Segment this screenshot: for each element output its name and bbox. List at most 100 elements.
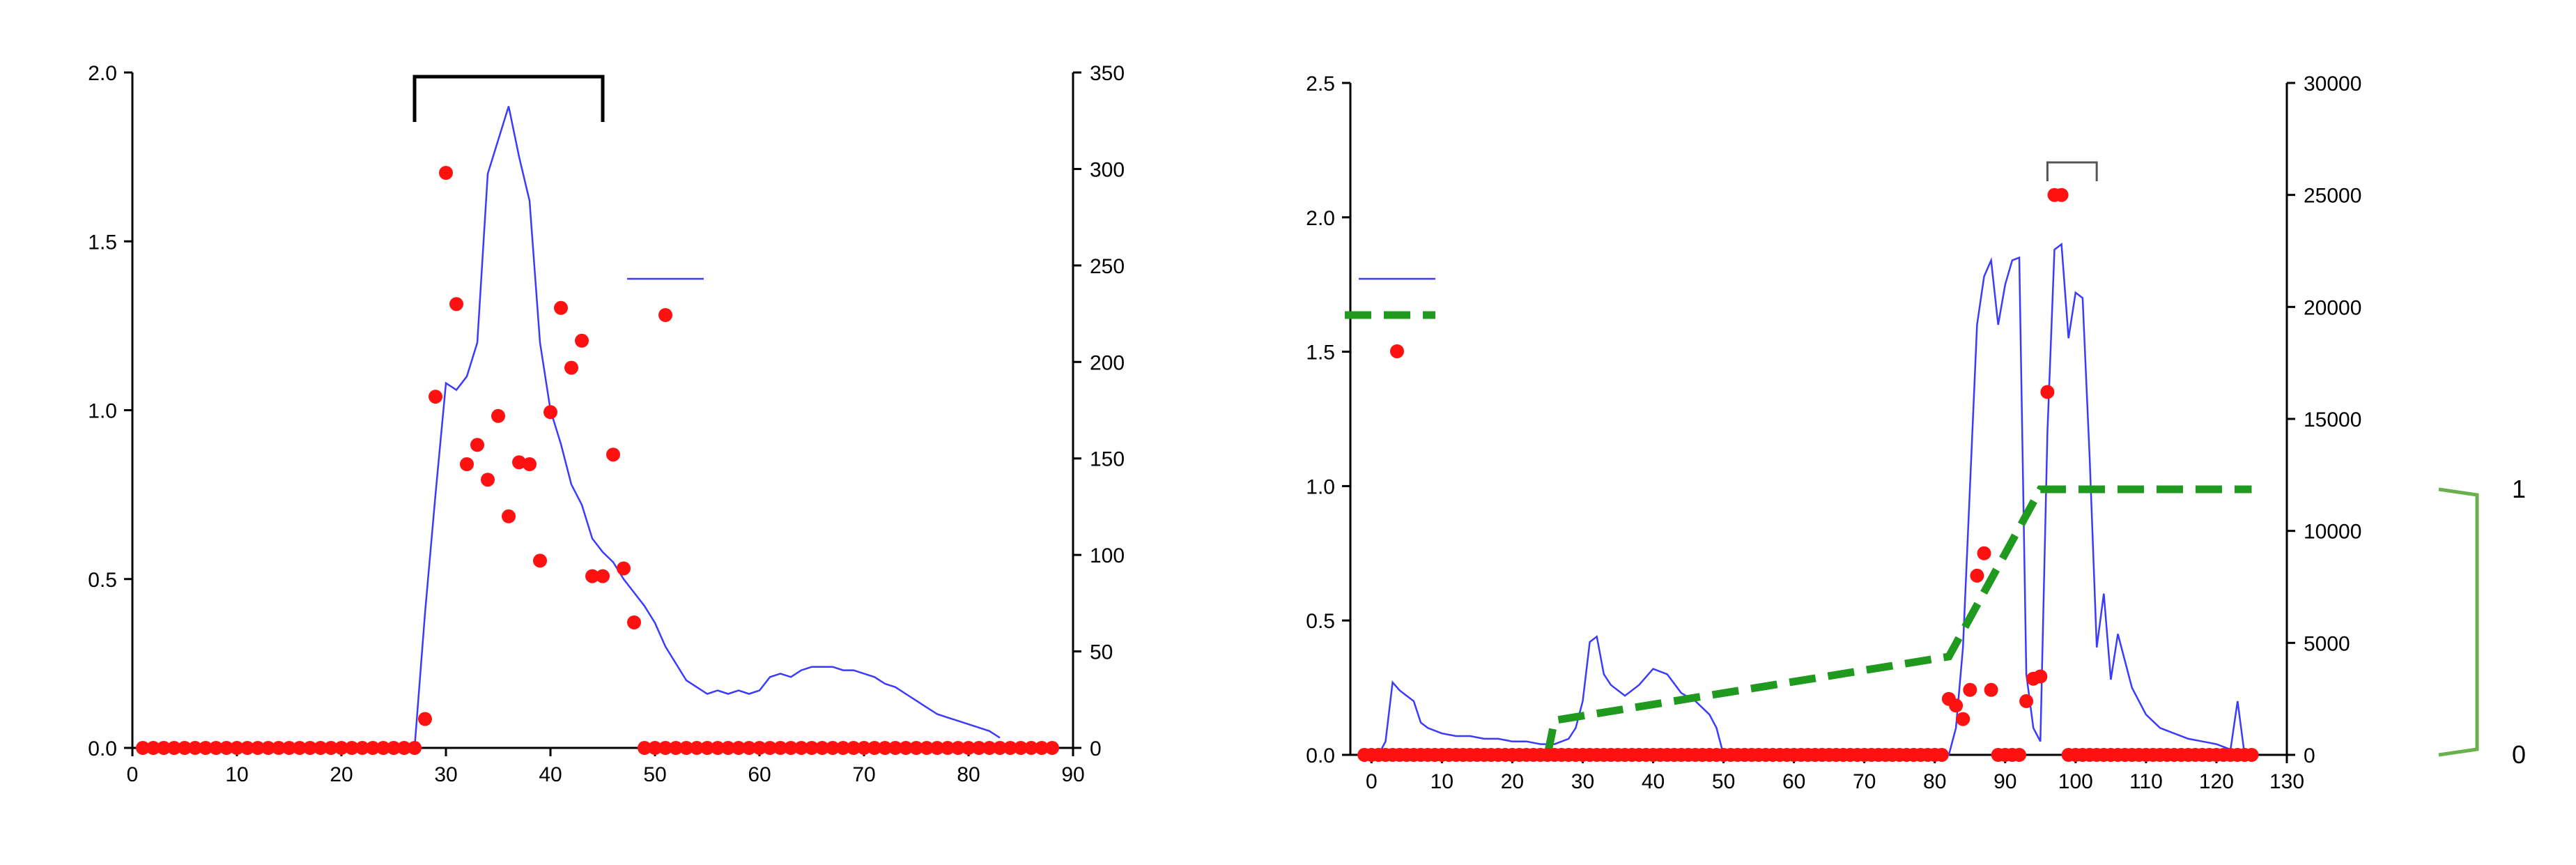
activity-point	[679, 741, 693, 755]
activity-point	[1035, 741, 1049, 755]
y-tick-label: 0.5	[1306, 610, 1335, 633]
activity-point	[345, 741, 359, 755]
activity-point	[491, 408, 505, 423]
activity-point	[554, 300, 568, 315]
x-tick-label: 10	[225, 763, 248, 786]
activity-point	[867, 741, 881, 755]
activity-point	[909, 741, 923, 755]
activity-point	[648, 741, 662, 755]
activity-point	[167, 741, 181, 755]
activity-point	[199, 741, 213, 755]
y-tick-label: 2.0	[1306, 207, 1335, 230]
y2-tick-label: 300	[1090, 158, 1125, 181]
activity-point	[617, 561, 631, 576]
y-tick-label: 0.5	[88, 569, 117, 592]
x-tick-label: 60	[748, 763, 771, 786]
activity-point	[251, 741, 265, 755]
activity-point	[449, 297, 463, 312]
activity-point	[470, 438, 484, 452]
activity-point	[481, 473, 495, 487]
activity-point	[878, 741, 892, 755]
y-tick-label: 2.5	[1306, 72, 1335, 95]
y2-tick-label: 5000	[2304, 632, 2350, 655]
activity-point	[784, 741, 798, 755]
y2-tick-label: 250	[1090, 255, 1125, 278]
x-tick-label: 120	[2199, 770, 2234, 793]
activity-point	[888, 741, 902, 755]
activity-point	[690, 741, 704, 755]
activity-point	[2012, 748, 2026, 762]
activity-point	[794, 741, 808, 755]
nacl-axis-bracket	[2438, 487, 2479, 757]
x-tick-label: 70	[852, 763, 875, 786]
activity-point	[1956, 712, 1970, 726]
y2-tick-label: 0	[1090, 737, 1102, 760]
activity-point	[773, 741, 787, 755]
activity-point	[1045, 741, 1059, 755]
activity-point	[575, 333, 589, 348]
y2-tick-label: 10000	[2304, 521, 2361, 544]
activity-point	[293, 741, 307, 755]
panel-b: 0 10 20 30 40 50 60 70 80 90 100 110 120 1300.00.51.0…	[1306, 72, 2526, 793]
y2-tick-label: 350	[1090, 62, 1125, 85]
x-tick-label: 30	[434, 763, 457, 786]
activity-point	[899, 741, 913, 755]
panel-a: 0 10 20 30 40 50 60 70 80 90 0.0 0.5 1.0 1.5 2.0 0 50 100…	[88, 62, 1125, 786]
x-tick-label: 0	[127, 763, 139, 786]
activity-point	[387, 741, 401, 755]
activity-point	[303, 741, 317, 755]
y-tick-label: 1.5	[1306, 342, 1335, 365]
activity-point	[596, 569, 610, 583]
activity-point	[314, 741, 327, 755]
x-tick-label: 40	[1642, 770, 1665, 793]
activity-point	[1003, 741, 1017, 755]
activity-point	[658, 741, 672, 755]
activity-point	[324, 741, 338, 755]
activity-point	[2019, 694, 2034, 708]
activity-point	[1977, 546, 1991, 560]
y2-tick-label: 50	[1090, 641, 1113, 664]
activity-point	[334, 741, 348, 755]
activity-point	[230, 741, 244, 755]
activity-point	[951, 741, 965, 755]
activity-point	[993, 741, 1007, 755]
activity-point	[136, 741, 150, 755]
x-tick-label: 20	[1501, 770, 1524, 793]
activity-point	[429, 390, 442, 404]
activity-point	[512, 455, 526, 470]
activity-point	[962, 741, 975, 755]
activity-point	[2244, 748, 2259, 762]
activity-point	[763, 741, 777, 755]
legend-activity-swatch	[658, 308, 672, 322]
activity-point	[157, 741, 171, 755]
y2-tick-label: 15000	[2304, 408, 2361, 431]
activity-point	[366, 741, 380, 755]
activity-point	[2054, 187, 2069, 202]
x-tick-label: 70	[1853, 770, 1876, 793]
activity-point	[460, 457, 474, 471]
y-tick-label: 1.0	[88, 400, 117, 423]
activity-point	[272, 741, 286, 755]
activity-point	[188, 741, 202, 755]
activity-point	[282, 741, 296, 755]
x-tick-label: 110	[2129, 770, 2163, 793]
activity-point	[732, 741, 746, 755]
x-tick-label: 50	[1712, 770, 1735, 793]
activity-point	[700, 741, 714, 755]
activity-point	[836, 741, 850, 755]
x-tick-label: 90	[1061, 763, 1084, 786]
activity-point	[721, 741, 735, 755]
annotation-bracket	[2046, 161, 2098, 181]
activity-point	[209, 741, 223, 755]
activity-point	[564, 360, 578, 375]
nacl-tick-label: 0	[2512, 740, 2526, 769]
x-tick-label: 80	[957, 763, 980, 786]
activity-point	[606, 447, 620, 462]
activity-point	[376, 741, 390, 755]
activity-point	[638, 741, 651, 755]
activity-point	[219, 741, 233, 755]
activity-point	[982, 741, 996, 755]
y-tick-label: 0.0	[1306, 744, 1335, 767]
x-tick-label: 100	[2058, 770, 2093, 793]
